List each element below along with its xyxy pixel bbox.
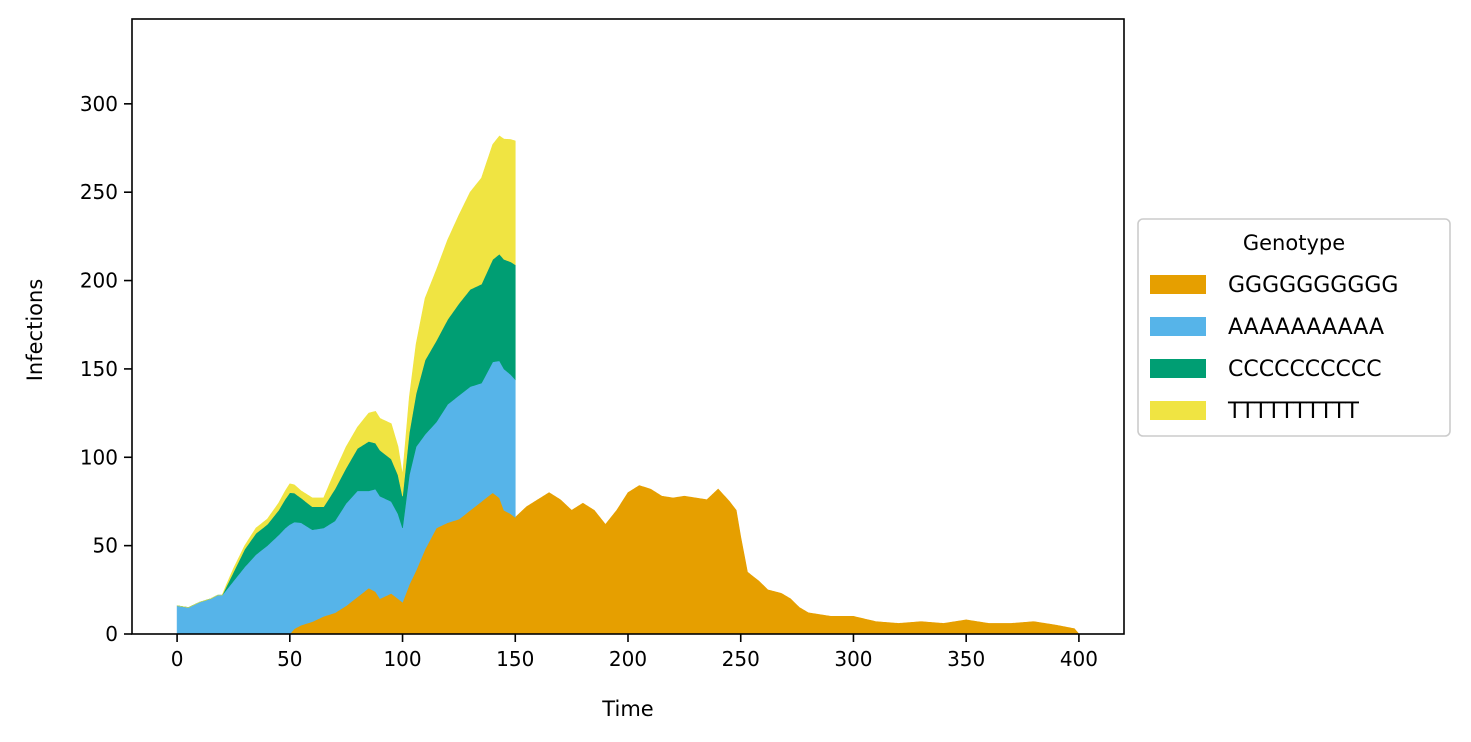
- y-tick-label: 200: [80, 269, 118, 293]
- legend-box: [1137, 218, 1451, 437]
- x-tick-label: 400: [1060, 647, 1098, 671]
- x-tick-label: 150: [496, 647, 534, 671]
- area-series-4: [177, 135, 516, 608]
- legend-label: CCCCCCCCCC: [1228, 357, 1382, 382]
- y-tick-label: 50: [93, 534, 118, 558]
- y-tick-label: 0: [105, 622, 118, 646]
- y-tick-label: 250: [80, 180, 118, 204]
- x-tick-label: 250: [722, 647, 760, 671]
- legend-swatch: [1150, 317, 1206, 336]
- x-axis: 0 50 100 150 200 250 300 350 400: [171, 634, 1098, 671]
- y-axis: 0 50 100 150 200 250 300: [80, 92, 132, 646]
- legend-swatch: [1150, 401, 1206, 420]
- x-tick-label: 0: [171, 647, 184, 671]
- x-tick-label: 200: [609, 647, 647, 671]
- y-tick-label: 100: [80, 445, 118, 469]
- x-tick-label: 300: [834, 647, 872, 671]
- y-axis-label: Infections: [23, 279, 47, 382]
- legend-swatch: [1150, 359, 1206, 378]
- y-tick-label: 150: [80, 357, 118, 381]
- x-tick-label: 100: [383, 647, 421, 671]
- legend-label: AAAAAAAAAA: [1228, 315, 1384, 340]
- legend-label: TTTTTTTTTT: [1227, 399, 1359, 424]
- legend-label: GGGGGGGGGG: [1228, 273, 1398, 298]
- legend-swatch: [1150, 275, 1206, 294]
- x-tick-label: 350: [947, 647, 985, 671]
- y-tick-label: 300: [80, 92, 118, 116]
- legend-title: Genotype: [1243, 231, 1345, 255]
- x-axis-label: Time: [601, 697, 653, 721]
- x-tick-label: 50: [277, 647, 302, 671]
- legend: Genotype GGGGGGGGGG AAAAAAAAAA CCCCCCCCCC T…: [1137, 218, 1451, 437]
- legend-items: GGGGGGGGGG AAAAAAAAAA CCCCCCCCCC TTTTTTTTTT: [1150, 273, 1398, 424]
